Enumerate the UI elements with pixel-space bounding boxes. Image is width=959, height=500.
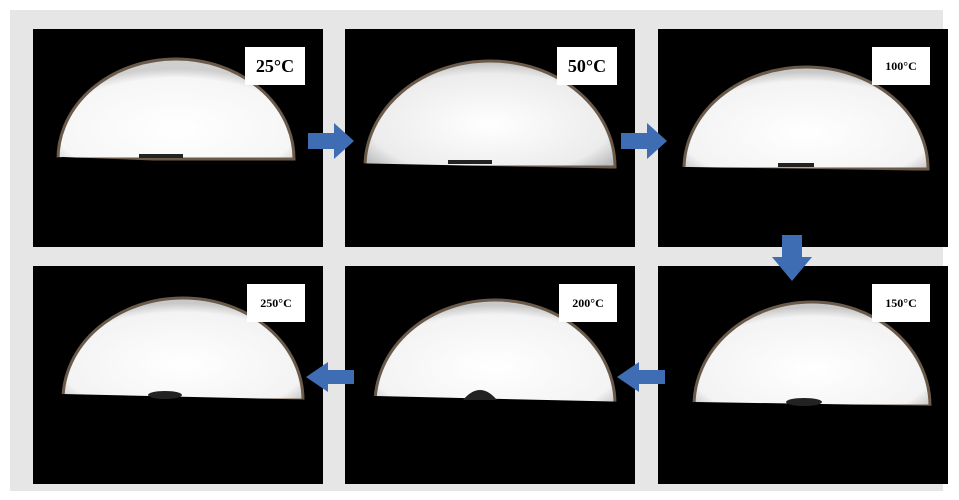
photo-panel-25c: 25°C — [33, 29, 323, 247]
droplet-photo — [658, 300, 948, 484]
temperature-label: 25°C — [245, 47, 305, 85]
photo-panel-200c: 200°C — [345, 266, 635, 484]
droplet-photo — [658, 65, 948, 247]
arrow-right-icon — [621, 123, 667, 159]
photo-panel-50c: 50°C — [345, 29, 635, 247]
droplet-photo — [345, 59, 635, 247]
arrow-right-icon — [308, 123, 354, 159]
photo-panel-150c: 150°C — [658, 266, 948, 484]
figure-frame: 25°C 50°C — [10, 10, 948, 491]
photo-panel-100c: 100°C — [658, 29, 948, 247]
arrow-left-icon — [306, 362, 354, 392]
droplet-photo — [345, 298, 635, 484]
photo-panel-250c: 250°C — [33, 266, 323, 484]
temperature-label: 250°C — [247, 284, 305, 322]
arrow-left-icon — [617, 362, 665, 392]
arrow-down-icon — [772, 235, 812, 281]
temperature-label: 150°C — [872, 284, 930, 322]
droplet-photo — [33, 296, 323, 484]
droplet-photo — [33, 57, 323, 247]
temperature-label: 200°C — [559, 284, 617, 322]
temperature-label: 50°C — [557, 47, 617, 85]
temperature-label: 100°C — [872, 47, 930, 85]
